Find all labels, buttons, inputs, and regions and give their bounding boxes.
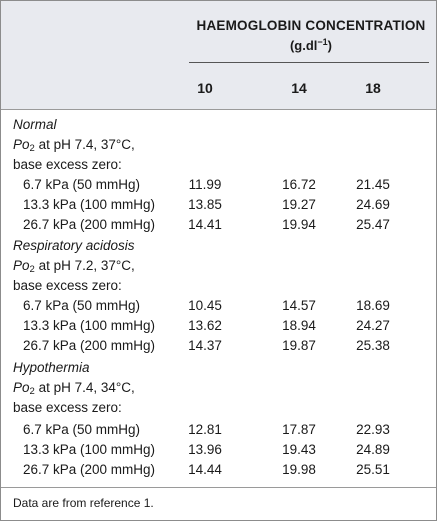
- value-cell: 25.51: [356, 462, 390, 477]
- po-subscript: 2: [29, 264, 35, 275]
- value-cell: 25.47: [356, 217, 390, 232]
- table-row: 13.3 kPa (100 mmHg) 13.85 19.27 24.69: [1, 195, 436, 215]
- value-cell: 24.27: [356, 318, 390, 333]
- condition-row: Po2 at pH 7.4, 37°C,: [1, 135, 436, 155]
- table-row: 26.7 kPa (200 mmHg) 14.44 19.98 25.51: [1, 460, 436, 480]
- po-subscript: 2: [29, 143, 35, 154]
- value-cell: 14.44: [188, 462, 222, 477]
- value-cell: 22.93: [356, 422, 390, 437]
- column-header-14: 14: [291, 80, 307, 96]
- table-row: 26.7 kPa (200 mmHg) 14.37 19.87 25.38: [1, 336, 436, 356]
- condition-text: Po2 at pH 7.4, 34°C,: [13, 378, 135, 402]
- value-cell: 13.85: [188, 197, 222, 212]
- value-cell: 24.89: [356, 442, 390, 457]
- table-row: 26.7 kPa (200 mmHg) 14.41 19.94 25.47: [1, 215, 436, 235]
- condition-row: Po2 at pH 7.4, 34°C,: [1, 378, 436, 398]
- unit-prefix: (g.dl: [289, 38, 318, 53]
- base-excess-row: base excess zero:: [1, 398, 436, 418]
- condition-text: Po2 at pH 7.4, 37°C,: [13, 135, 135, 159]
- po-symbol: Po: [13, 137, 30, 152]
- condition-row: Po2 at pH 7.2, 37°C,: [1, 256, 436, 276]
- value-cell: 19.87: [282, 338, 316, 353]
- base-excess-row: base excess zero:: [1, 276, 436, 296]
- base-excess-row: base excess zero:: [1, 155, 436, 175]
- column-header-18: 18: [365, 80, 381, 96]
- value-cell: 17.87: [282, 422, 316, 437]
- table-row: 6.7 kPa (50 mmHg) 11.99 16.72 21.45: [1, 175, 436, 195]
- section-title: Respiratory acidosis: [13, 238, 135, 253]
- value-cell: 18.94: [282, 318, 316, 333]
- section-title: Normal: [13, 117, 57, 132]
- po-subscript: 2: [29, 386, 35, 397]
- value-cell: 18.69: [356, 298, 390, 313]
- value-cell: 25.38: [356, 338, 390, 353]
- value-cell: 24.69: [356, 197, 390, 212]
- value-cell: 14.37: [188, 338, 222, 353]
- po-symbol: Po: [13, 258, 30, 273]
- value-cell: 16.72: [282, 177, 316, 192]
- base-excess-text: base excess zero:: [13, 157, 122, 172]
- pressure-label: 13.3 kPa (100 mmHg): [23, 442, 156, 457]
- value-cell: 19.27: [282, 197, 316, 212]
- pressure-label: 6.7 kPa (50 mmHg): [23, 298, 141, 313]
- haemoglobin-heading: HAEMOGLOBIN CONCENTRATION: [196, 18, 426, 33]
- base-excess-text: base excess zero:: [13, 400, 122, 415]
- column-header-10: 10: [197, 80, 213, 96]
- value-cell: 21.45: [356, 177, 390, 192]
- condition-detail: at pH 7.4, 37°C,: [34, 137, 135, 152]
- unit-exponent: −1: [317, 37, 328, 47]
- value-cell: 19.94: [282, 217, 316, 232]
- pressure-label: 13.3 kPa (100 mmHg): [23, 318, 156, 333]
- condition-detail: at pH 7.4, 34°C,: [34, 380, 135, 395]
- po-symbol: Po: [13, 380, 30, 395]
- table-row: 13.3 kPa (100 mmHg) 13.96 19.43 24.89: [1, 440, 436, 460]
- value-cell: 13.62: [188, 318, 222, 333]
- section-title-row: Hypothermia: [1, 358, 436, 378]
- table-header: HAEMOGLOBIN CONCENTRATION (g.dl−1) 10 14…: [1, 1, 436, 110]
- value-cell: 19.43: [282, 442, 316, 457]
- pressure-label: 26.7 kPa (200 mmHg): [23, 217, 156, 232]
- value-cell: 14.41: [188, 217, 222, 232]
- condition-detail: at pH 7.2, 37°C,: [34, 258, 135, 273]
- table-row: 6.7 kPa (50 mmHg) 10.45 14.57 18.69: [1, 296, 436, 316]
- section-title-row: Normal: [1, 115, 436, 135]
- pressure-label: 13.3 kPa (100 mmHg): [23, 197, 156, 212]
- table-row: 13.3 kPa (100 mmHg) 13.62 18.94 24.27: [1, 316, 436, 336]
- value-cell: 13.96: [188, 442, 222, 457]
- heading-divider: [189, 62, 429, 63]
- section-title-row: Respiratory acidosis: [1, 236, 436, 256]
- base-excess-text: base excess zero:: [13, 278, 122, 293]
- condition-text: Po2 at pH 7.2, 37°C,: [13, 256, 135, 280]
- pressure-label: 26.7 kPa (200 mmHg): [23, 338, 156, 353]
- concentration-unit: (g.dl−1): [186, 37, 436, 53]
- footer-divider: [1, 487, 436, 488]
- unit-suffix: ): [327, 38, 333, 53]
- pressure-label: 6.7 kPa (50 mmHg): [23, 177, 141, 192]
- pressure-label: 6.7 kPa (50 mmHg): [23, 422, 141, 437]
- table-row: 6.7 kPa (50 mmHg) 12.81 17.87 22.93: [1, 420, 436, 440]
- footnote: Data are from reference 1.: [13, 496, 154, 510]
- value-cell: 14.57: [282, 298, 316, 313]
- value-cell: 10.45: [188, 298, 222, 313]
- section-title: Hypothermia: [13, 360, 90, 375]
- pressure-label: 26.7 kPa (200 mmHg): [23, 462, 156, 477]
- value-cell: 11.99: [188, 177, 222, 192]
- value-cell: 12.81: [188, 422, 222, 437]
- value-cell: 19.98: [282, 462, 316, 477]
